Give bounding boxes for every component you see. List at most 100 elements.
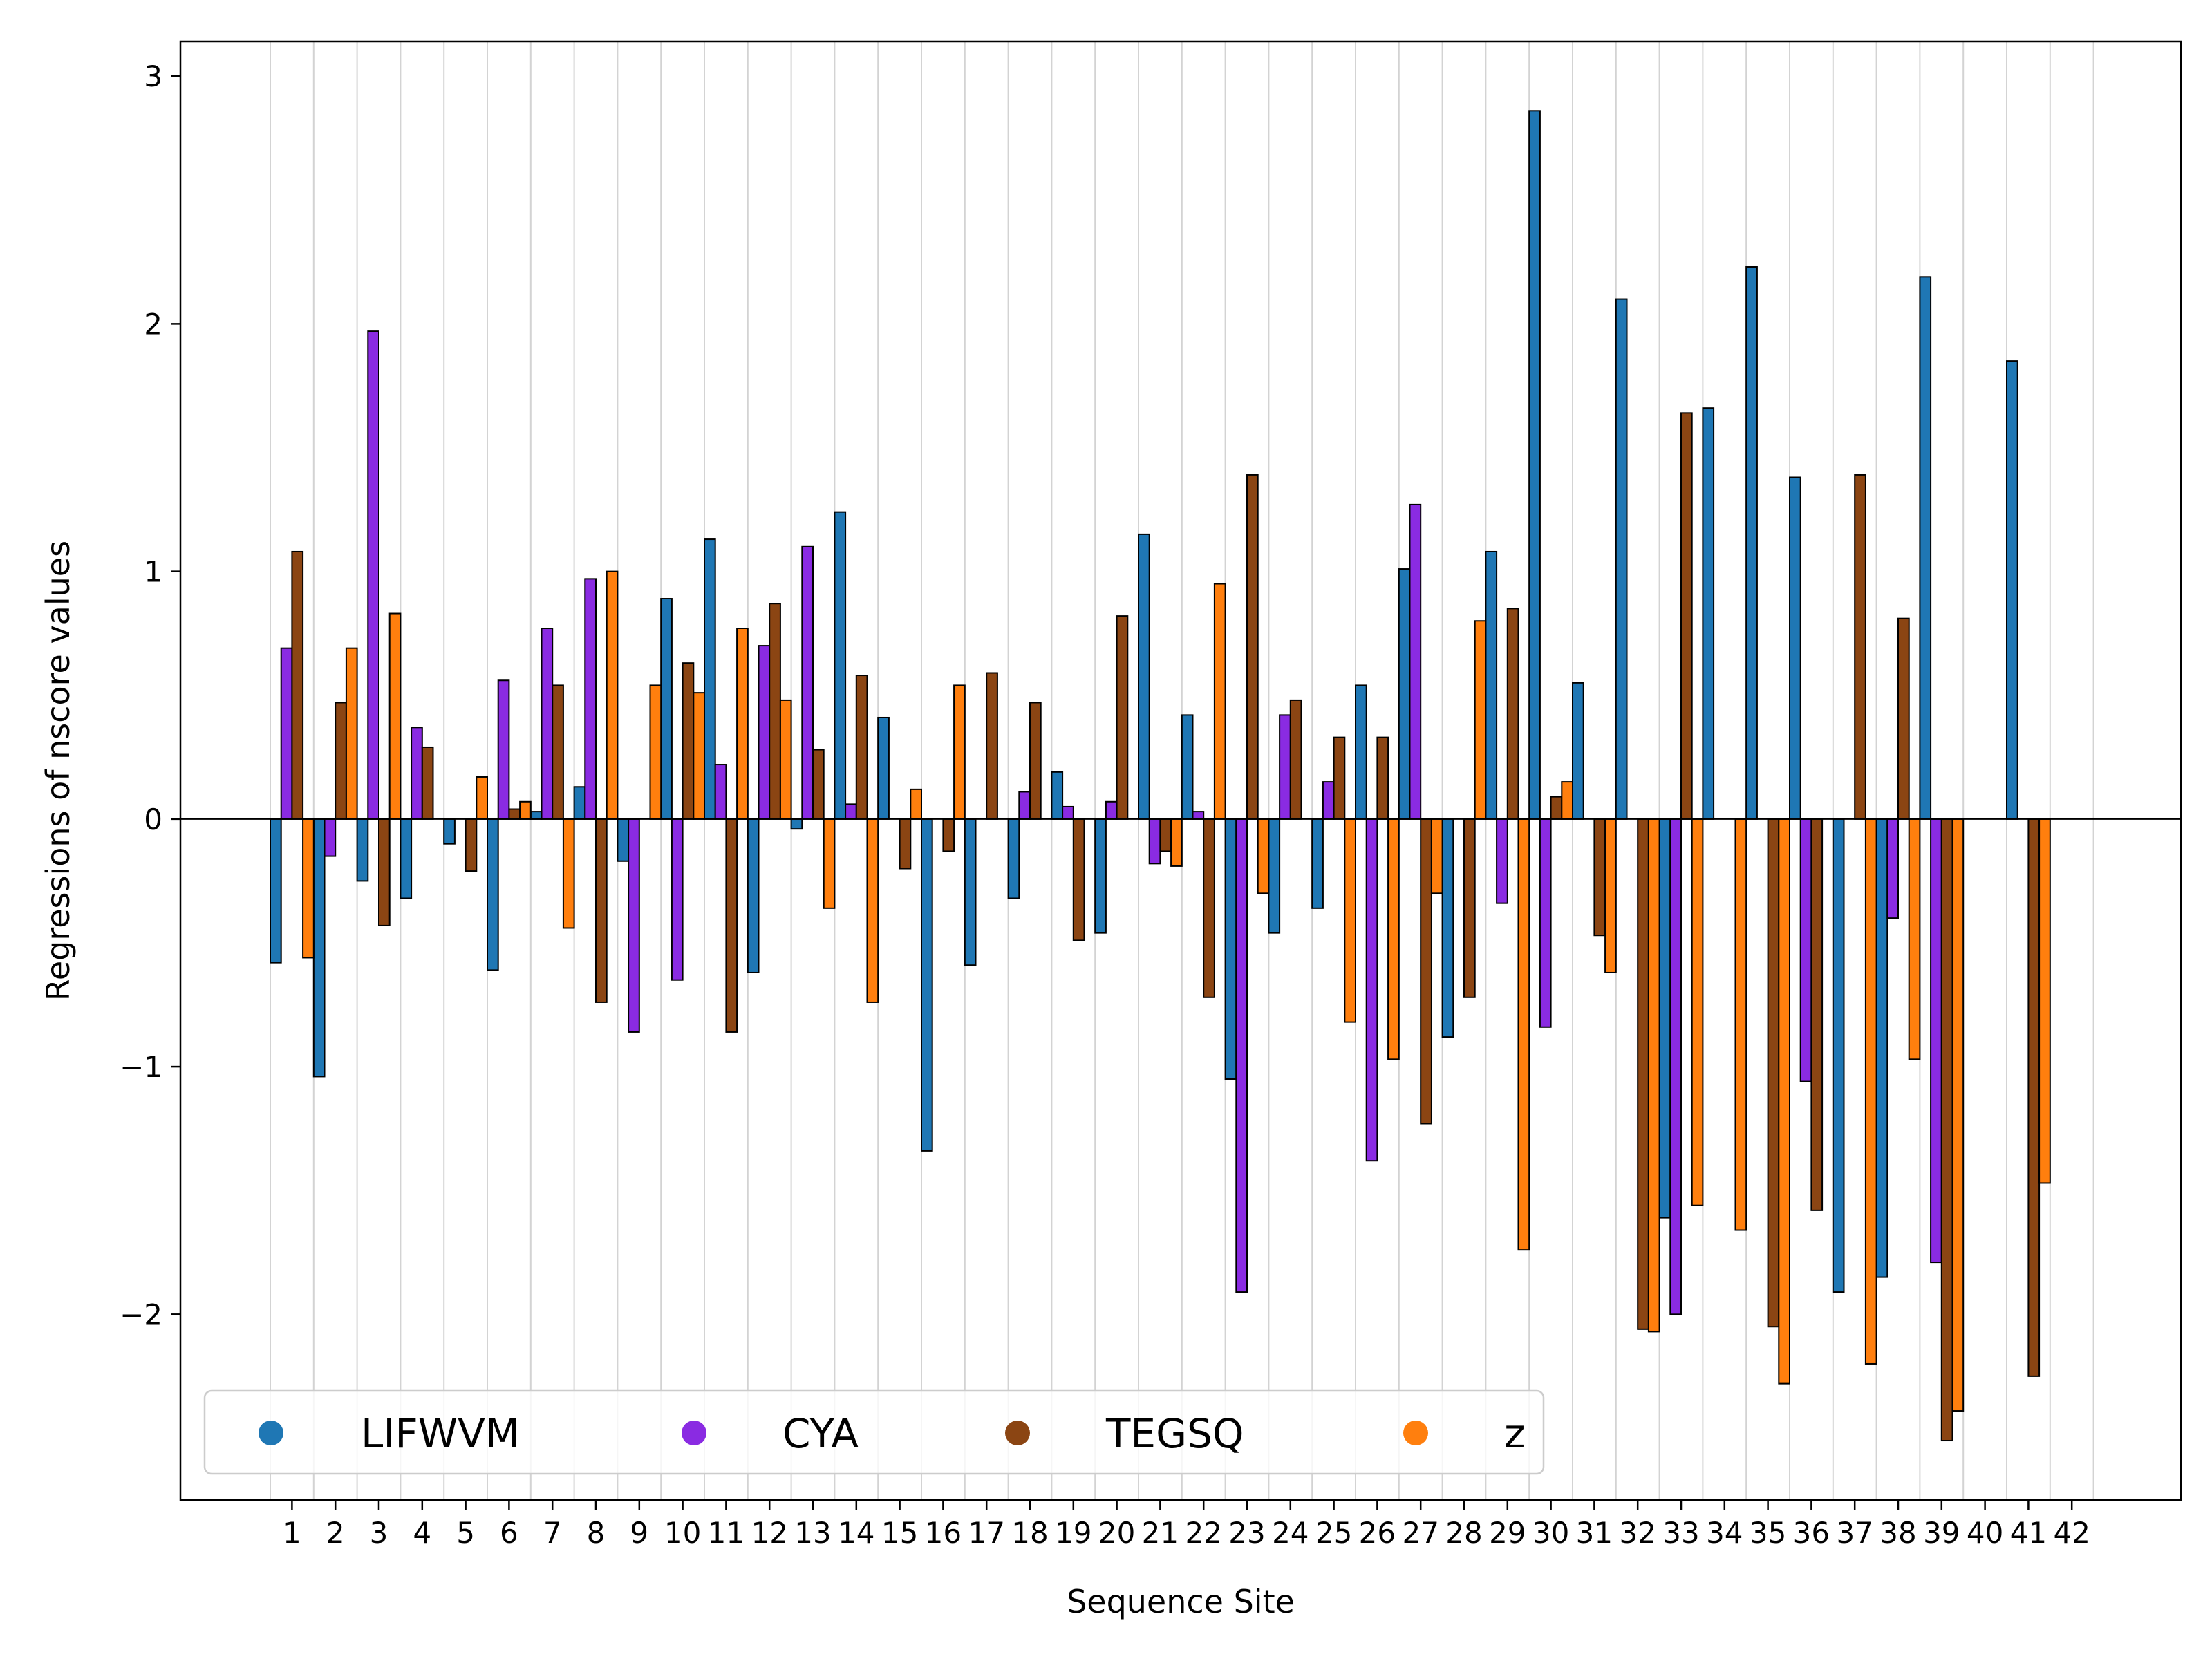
bar-tegsq-site-10 xyxy=(682,662,695,820)
x-tick-label: 17 xyxy=(968,1516,1004,1550)
bar-z-site-28 xyxy=(1474,620,1487,820)
bar-tegsq-site-35 xyxy=(1767,818,1780,1328)
x-tick-label: 8 xyxy=(587,1516,606,1550)
bar-tegsq-site-32 xyxy=(1637,818,1649,1330)
x-tick-label: 42 xyxy=(2053,1516,2090,1550)
bar-cya-site-39 xyxy=(1930,818,1942,1264)
bar-z-site-2 xyxy=(345,647,358,820)
bar-cya-site-8 xyxy=(584,578,597,820)
bar-cya-site-3 xyxy=(367,330,379,820)
bar-lifwvm-site-38 xyxy=(1875,818,1888,1278)
x-tick-label: 12 xyxy=(751,1516,787,1550)
bar-lifwvm-site-20 xyxy=(1094,818,1107,934)
y-tick-label: 1 xyxy=(144,555,162,589)
x-tick-label: 35 xyxy=(1750,1516,1786,1550)
legend-marker-z xyxy=(1403,1421,1428,1445)
bar-cya-site-30 xyxy=(1539,818,1552,1028)
bar-lifwvm-site-33 xyxy=(1658,818,1671,1219)
bar-z-site-22 xyxy=(1213,583,1226,820)
x-tick-label: 32 xyxy=(1619,1516,1656,1550)
bar-tegsq-site-28 xyxy=(1463,818,1476,998)
bar-z-site-1 xyxy=(302,818,315,959)
bar-lifwvm-site-7 xyxy=(529,811,543,820)
x-tick-label: 39 xyxy=(1923,1516,1960,1550)
y-tick-label: 3 xyxy=(144,59,162,93)
x-tick-label: 22 xyxy=(1185,1516,1221,1550)
bar-lifwvm-site-2 xyxy=(312,818,326,1078)
x-tick-label: 40 xyxy=(1967,1516,2003,1550)
bar-lifwvm-site-21 xyxy=(1138,533,1150,820)
bar-lifwvm-site-32 xyxy=(1615,298,1628,820)
bar-z-site-31 xyxy=(1604,818,1617,973)
bar-z-site-26 xyxy=(1387,818,1400,1060)
x-tick-label: 30 xyxy=(1533,1516,1569,1550)
bar-cya-site-36 xyxy=(1799,818,1812,1082)
bar-z-site-33 xyxy=(1691,818,1704,1206)
bar-tegsq-site-36 xyxy=(1810,818,1824,1211)
bar-cya-site-6 xyxy=(497,679,510,820)
bar-tegsq-site-29 xyxy=(1506,608,1519,820)
bar-lifwvm-site-1 xyxy=(270,818,282,964)
bar-lifwvm-site-6 xyxy=(487,818,499,971)
bar-z-site-35 xyxy=(1778,818,1791,1385)
bar-z-site-21 xyxy=(1170,818,1183,867)
x-tick-label: 19 xyxy=(1055,1516,1091,1550)
bar-z-site-12 xyxy=(779,699,792,820)
bar-lifwvm-site-15 xyxy=(877,716,890,820)
x-tick-label: 7 xyxy=(543,1516,562,1550)
x-tick-label: 5 xyxy=(456,1516,475,1550)
x-tick-label: 34 xyxy=(1706,1516,1743,1550)
bar-z-site-15 xyxy=(910,788,923,820)
bar-lifwvm-site-34 xyxy=(1702,407,1715,820)
bar-z-site-38 xyxy=(1908,818,1921,1060)
bar-z-site-29 xyxy=(1517,818,1530,1251)
bar-cya-site-12 xyxy=(758,645,771,820)
x-tick-label: 26 xyxy=(1359,1516,1396,1550)
bar-cya-site-26 xyxy=(1365,818,1378,1162)
bar-z-site-10 xyxy=(693,692,705,820)
bar-tegsq-site-18 xyxy=(1029,702,1042,820)
x-tick-label: 6 xyxy=(500,1516,518,1550)
bar-cya-site-22 xyxy=(1192,811,1205,820)
bar-cya-site-23 xyxy=(1235,818,1248,1293)
bar-z-site-34 xyxy=(1734,818,1747,1231)
bar-tegsq-site-21 xyxy=(1159,818,1172,852)
x-axis-label: Sequence Site xyxy=(1067,1583,1295,1620)
bar-z-site-23 xyxy=(1257,818,1270,894)
bar-lifwvm-site-29 xyxy=(1485,550,1498,820)
bar-tegsq-site-30 xyxy=(1550,796,1563,820)
bar-cya-site-29 xyxy=(1496,818,1508,904)
bar-z-site-32 xyxy=(1647,818,1660,1333)
x-tick-label: 27 xyxy=(1402,1516,1438,1550)
x-tick-label: 38 xyxy=(1880,1516,1916,1550)
bar-cya-site-18 xyxy=(1018,791,1031,820)
x-tick-label: 36 xyxy=(1793,1516,1830,1550)
bar-cya-site-33 xyxy=(1669,818,1683,1315)
bar-z-site-11 xyxy=(736,628,749,820)
bar-tegsq-site-15 xyxy=(899,818,912,870)
x-tick-label: 9 xyxy=(630,1516,648,1550)
bar-tegsq-site-22 xyxy=(1203,818,1215,998)
bar-tegsq-site-25 xyxy=(1333,736,1346,820)
legend-label-z: z xyxy=(1504,1410,1525,1457)
bar-lifwvm-site-23 xyxy=(1224,818,1237,1080)
bar-tegsq-site-23 xyxy=(1246,474,1259,820)
bar-lifwvm-site-11 xyxy=(704,538,716,820)
bar-tegsq-site-20 xyxy=(1116,615,1129,820)
legend-label-lifwvm: LIFWVM xyxy=(361,1410,520,1457)
bar-cya-site-19 xyxy=(1062,805,1074,820)
bar-z-site-41 xyxy=(2038,818,2051,1184)
bar-tegsq-site-37 xyxy=(1854,474,1866,820)
bar-tegsq-site-24 xyxy=(1289,699,1302,820)
x-tick-label: 24 xyxy=(1272,1516,1309,1550)
bar-tegsq-site-12 xyxy=(769,603,781,820)
bar-lifwvm-site-35 xyxy=(1745,265,1758,820)
bar-cya-site-1 xyxy=(280,647,293,820)
y-tick-label: −2 xyxy=(120,1297,162,1331)
bar-z-site-27 xyxy=(1430,818,1443,894)
bar-lifwvm-site-26 xyxy=(1355,684,1367,820)
bar-lifwvm-site-30 xyxy=(1528,110,1541,820)
x-tick-label: 14 xyxy=(838,1516,874,1550)
bar-tegsq-site-13 xyxy=(812,749,825,820)
bar-cya-site-11 xyxy=(714,764,727,820)
